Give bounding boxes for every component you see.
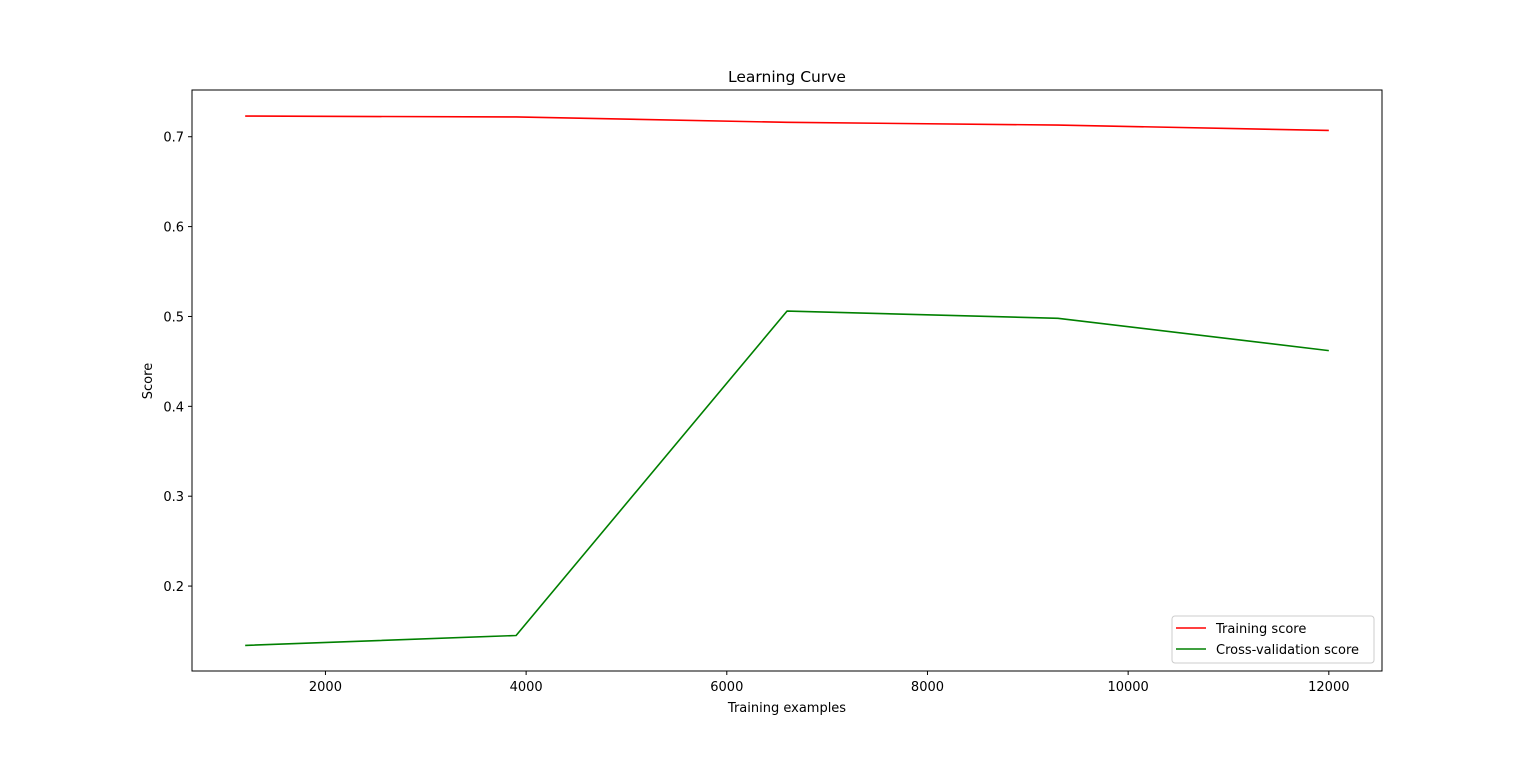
y-tick-label: 0.2: [163, 580, 184, 595]
y-tick-label: 0.4: [163, 400, 184, 415]
x-tick-label: 12000: [1308, 680, 1349, 695]
y-tick-label: 0.6: [163, 221, 184, 236]
legend-frame: [1171, 615, 1375, 664]
y-tick-label: 0.3: [163, 490, 184, 505]
y-axis-label: Score: [141, 363, 156, 399]
x-axis-label: Training examples: [727, 701, 846, 716]
series-line-training-score: [245, 115, 1329, 132]
x-tick-label: 10000: [1107, 680, 1148, 695]
axes-frame: [191, 89, 1383, 672]
series-line-cross-validation-score: [245, 310, 1329, 647]
legend-label: Training score: [1215, 622, 1306, 637]
y-tick-label: 0.5: [163, 310, 184, 325]
y-axis-ticks: 0.2 0.3 0.4 0.5 0.6 0.7: [163, 131, 192, 595]
legend: Training score Cross-validation score: [1171, 615, 1375, 664]
legend-label: Cross-validation score: [1216, 643, 1359, 658]
x-axis-ticks: 2000 4000 6000 8000 10000 12000: [309, 671, 1350, 695]
y-tick-label: 0.7: [163, 131, 184, 146]
x-tick-label: 4000: [510, 680, 543, 695]
x-tick-label: 2000: [309, 680, 342, 695]
x-tick-label: 8000: [911, 680, 944, 695]
x-tick-label: 6000: [710, 680, 743, 695]
plot-area: [245, 115, 1329, 647]
chart-title: Learning Curve: [728, 68, 846, 86]
